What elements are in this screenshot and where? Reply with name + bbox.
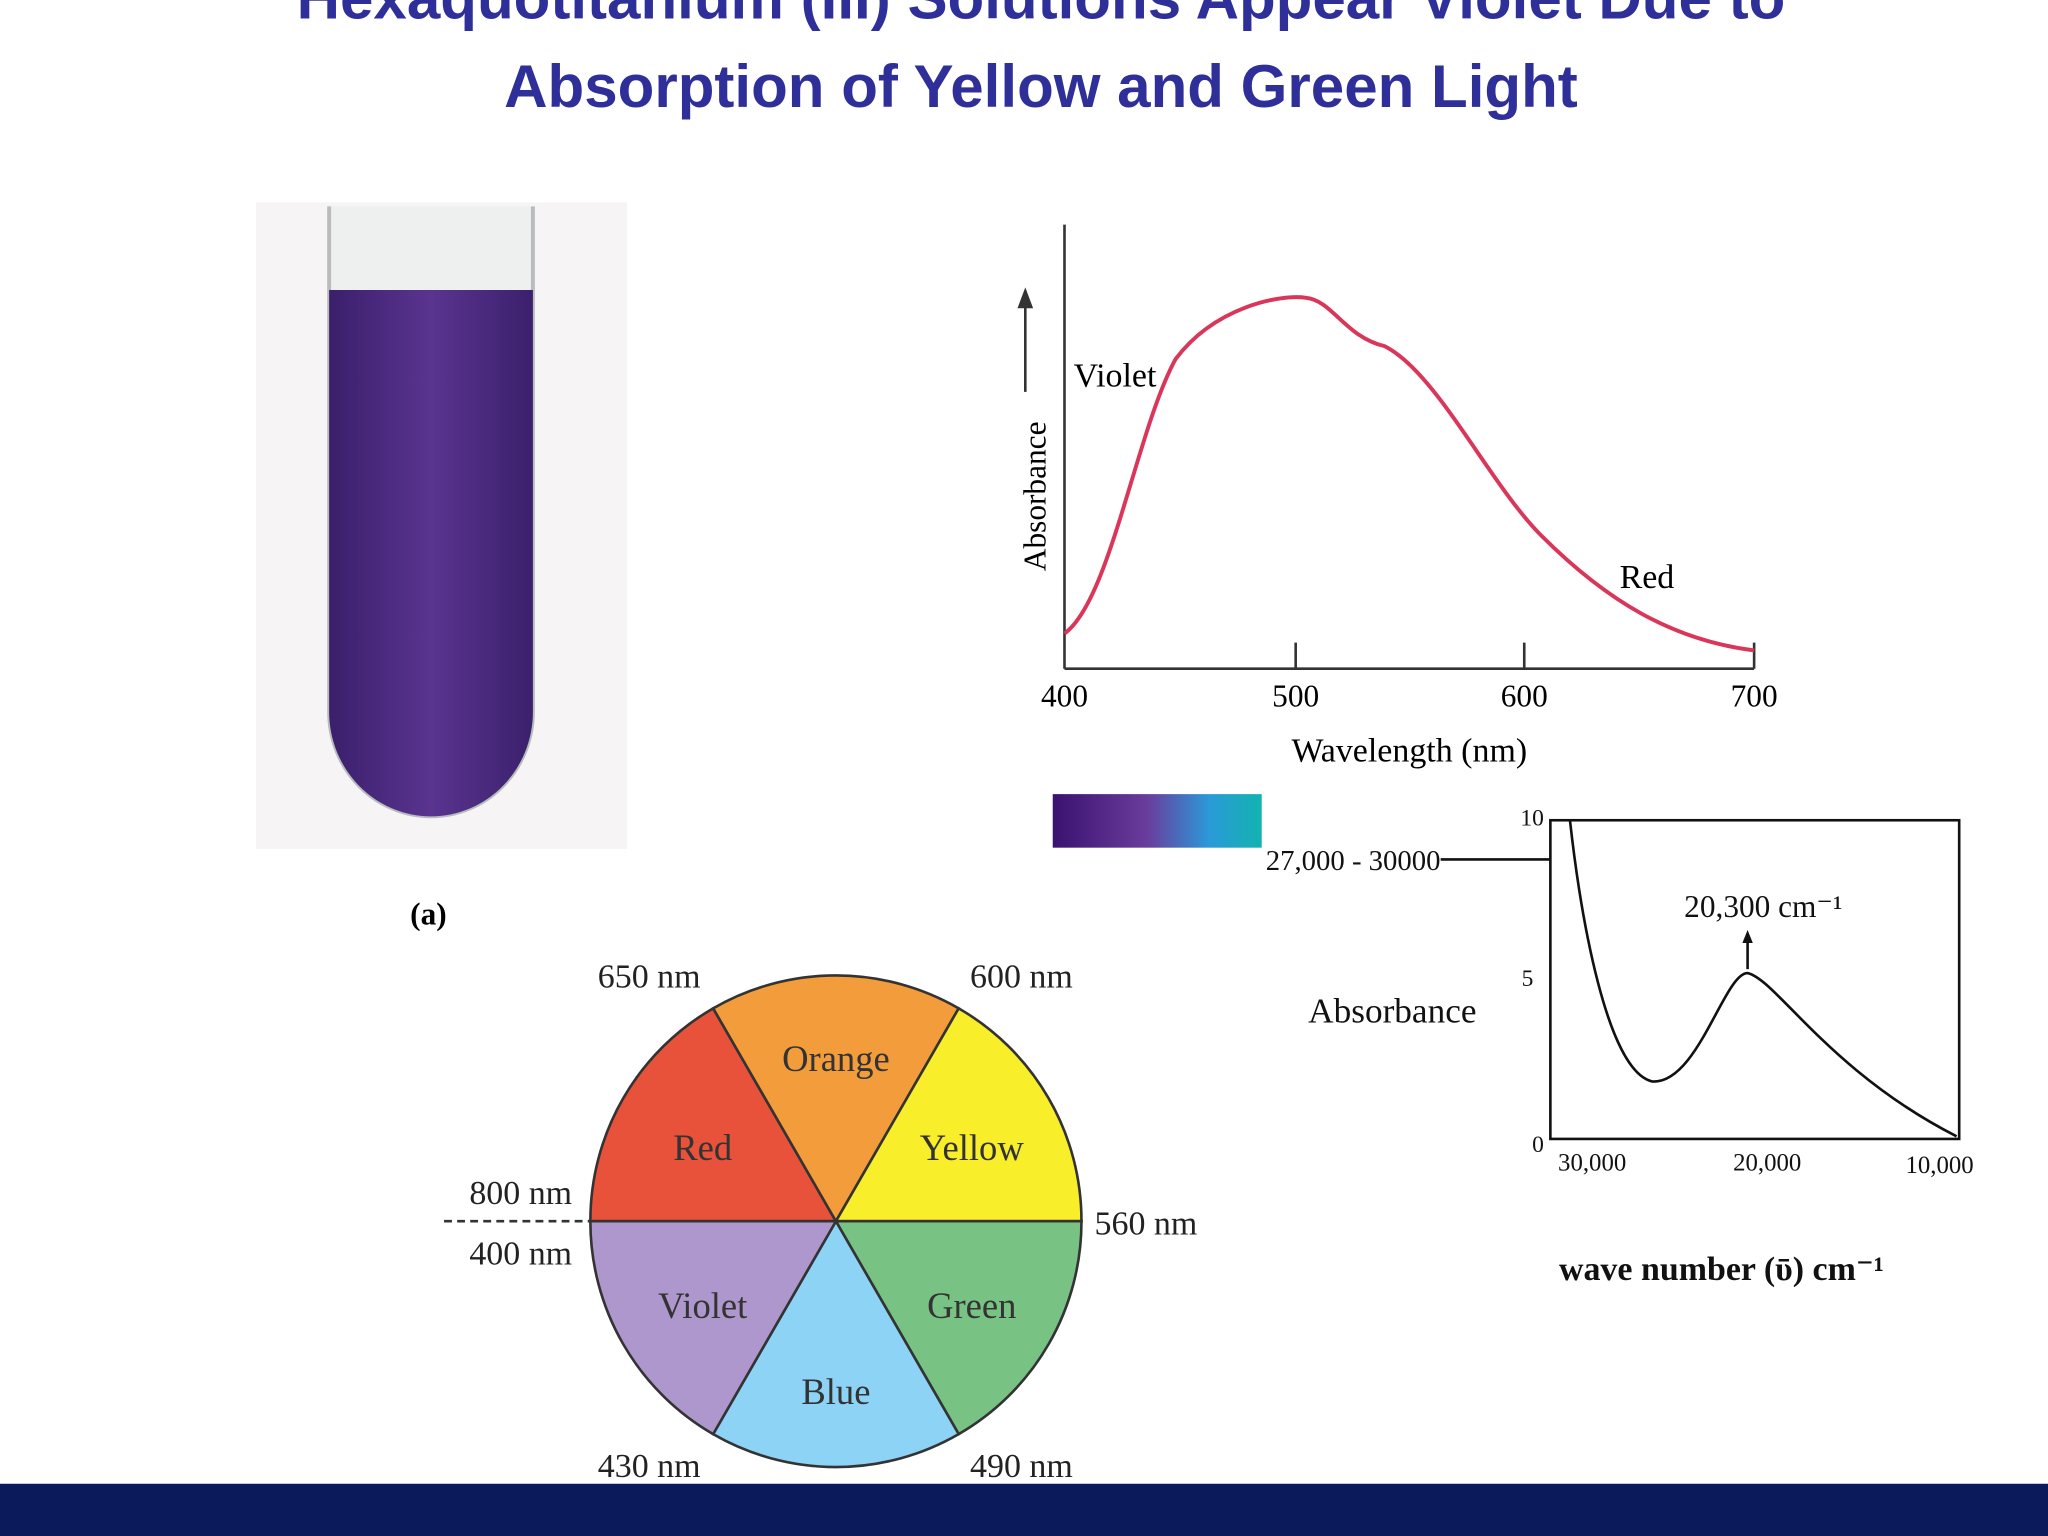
boundary-label: 600 nm <box>970 958 1073 995</box>
figure-label: (a) <box>410 897 447 932</box>
title-line: Absorption of Yellow and Green Light <box>504 53 1578 120</box>
boundary-label: 430 nm <box>598 1448 701 1485</box>
segment-label: Red <box>673 1127 732 1168</box>
solution <box>329 289 533 817</box>
segment-label: Violet <box>658 1285 747 1326</box>
absorbance-curve <box>1063 295 1755 653</box>
wheel-segment <box>833 1219 1083 1436</box>
x-tick-label: 700 <box>1731 679 1778 714</box>
x-tick-label: 500 <box>1272 679 1319 714</box>
y-tick-label: 10 <box>1520 805 1544 831</box>
boundary-label: 400 nm <box>469 1235 572 1272</box>
y-tick-label: 5 <box>1522 966 1534 992</box>
segment-label: Green <box>927 1285 1016 1326</box>
annotation: Violet <box>1074 358 1157 395</box>
arrow-head <box>1742 929 1753 944</box>
absorbance-curve <box>1568 820 1958 1138</box>
range-label: 27,000 - 30000 <box>1266 845 1441 877</box>
title-line: Hexaquotitanium (III) Solutions Appear V… <box>297 0 1786 31</box>
y-tick-label: 0 <box>1532 1132 1544 1158</box>
arrow-head <box>1017 287 1034 309</box>
wheel-segment <box>711 974 961 1224</box>
x-tick-label: 30,000 <box>1558 1149 1626 1176</box>
x-axis-label: wave number (ῡ) cm⁻¹ <box>1559 1251 1884 1288</box>
x-axis-label: Wavelength (nm) <box>1291 732 1527 769</box>
plot-frame <box>1549 818 1961 1141</box>
x-tick-label: 10,000 <box>1905 1152 1973 1179</box>
segment-label: Orange <box>782 1038 890 1079</box>
y-axis-label: Absorbance <box>1018 422 1053 572</box>
wheel-segment <box>833 1006 1083 1223</box>
boundary-label: 560 nm <box>1095 1205 1198 1242</box>
x-tick-label: 600 <box>1501 679 1548 714</box>
wheel-segment <box>589 1006 839 1223</box>
boundary-label: 490 nm <box>970 1448 1073 1485</box>
wheel-segment <box>711 1218 961 1469</box>
x-tick-label: 20,000 <box>1733 1149 1801 1176</box>
annotation: Red <box>1620 559 1675 596</box>
y-axis-label: Absorbance <box>1308 992 1476 1031</box>
boundary-label: 800 nm <box>469 1175 572 1212</box>
spectrum-bar <box>1052 794 1262 848</box>
footer-bar <box>0 1483 2048 1536</box>
color-wheel <box>589 974 1083 1469</box>
segment-label: Blue <box>801 1371 870 1412</box>
boundary-label: 650 nm <box>598 958 701 995</box>
wheel-segment <box>589 1219 839 1436</box>
segment-label: Yellow <box>920 1127 1025 1168</box>
x-tick-label: 400 <box>1041 679 1088 714</box>
peak-label: 20,300 cm⁻¹ <box>1684 889 1842 924</box>
